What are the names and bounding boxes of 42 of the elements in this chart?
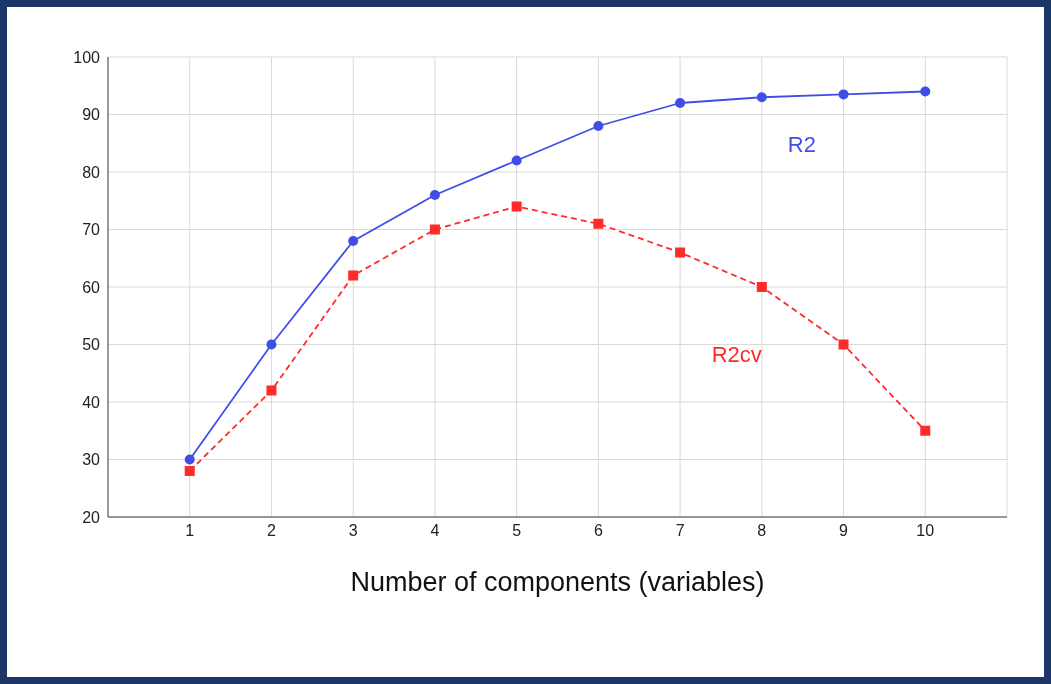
y-tick-label: 30 [82, 451, 101, 469]
text: R2cv [711, 342, 762, 367]
point [429, 190, 440, 200]
point [675, 247, 686, 258]
point [756, 92, 767, 103]
series-label: R2 [787, 132, 816, 158]
y-tick-label: 20 [82, 508, 101, 526]
point [184, 454, 195, 465]
x-tick-label: 4 [430, 522, 440, 540]
y-tick-label: 50 [82, 336, 101, 354]
x-tick-label: 8 [757, 522, 767, 540]
point [184, 466, 195, 476]
x-tick-label: 7 [675, 522, 685, 540]
y-tick-label: 80 [82, 163, 101, 181]
point [756, 282, 767, 292]
x-tick-label: 5 [512, 522, 522, 540]
point [920, 425, 931, 436]
point [511, 155, 522, 166]
y-tick-label: 70 [82, 221, 101, 239]
point [511, 201, 522, 212]
y-tick-label: 90 [82, 106, 101, 124]
point [675, 98, 686, 108]
point [266, 385, 277, 396]
point [593, 121, 604, 131]
x-tick-label: 9 [839, 522, 849, 540]
point [593, 218, 604, 229]
point [838, 339, 849, 350]
y-tick-label: 40 [82, 393, 101, 411]
point [920, 86, 931, 97]
x-axis-title: Number of components (variables) [350, 567, 765, 598]
point [429, 224, 440, 235]
x-tick-label: 1 [185, 522, 195, 540]
point [348, 270, 359, 281]
y-tick-label: 60 [82, 278, 101, 296]
point [266, 339, 277, 350]
x-tick-label: 2 [267, 522, 276, 540]
point [348, 236, 359, 246]
point [838, 89, 849, 100]
x-tick-label: 3 [348, 522, 358, 540]
x-tick-label: 6 [593, 522, 603, 540]
y-tick-label: 100 [73, 48, 101, 66]
x-tick-label: 10 [916, 522, 935, 540]
